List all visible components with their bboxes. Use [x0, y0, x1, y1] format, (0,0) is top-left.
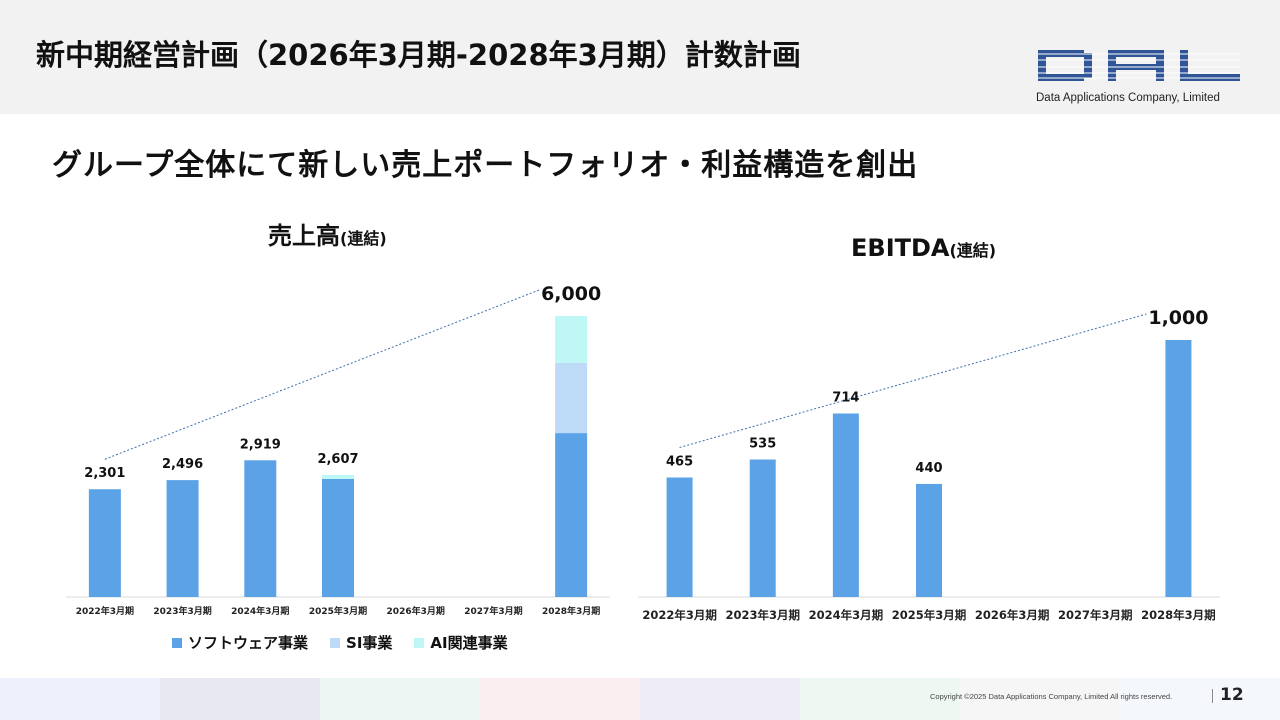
sales-value-label: 2,607 — [317, 452, 358, 467]
sales-chart-title-suffix: (連結) — [340, 229, 387, 248]
ebitda-value-label: 535 — [749, 437, 776, 452]
footer-color-block — [960, 678, 1120, 720]
ebitda-chart-title-suffix: (連結) — [949, 241, 997, 260]
sales-category-label: 2024年3月期 — [231, 605, 289, 617]
ebitda-category-label: 2028年3月期 — [1141, 608, 1216, 622]
sales-category-label: 2028年3月期 — [542, 605, 600, 617]
sales-category-label: 2026年3月期 — [387, 605, 445, 617]
ebitda-category-label: 2025年3月期 — [892, 608, 967, 622]
page-number: 12 — [1220, 685, 1244, 705]
sales-category-label: 2027年3月期 — [464, 605, 522, 617]
ebitda-category-label: 2022年3月期 — [642, 608, 717, 622]
logo-caption: Data Applications Company, Limited — [1036, 92, 1220, 104]
footer-color-block — [1120, 678, 1280, 720]
footer-color-block — [640, 678, 800, 720]
sales-category-label: 2023年3月期 — [153, 605, 211, 617]
ebitda-bar — [916, 483, 942, 597]
sales-bar-segment — [555, 316, 588, 363]
ebitda-category-label: 2026年3月期 — [975, 608, 1050, 622]
footer-band — [0, 678, 1280, 720]
legend-label: ソフトウェア事業 — [188, 634, 309, 652]
ebitda-category-label: 2023年3月期 — [725, 608, 800, 622]
ebitda-value-label: 440 — [915, 461, 942, 476]
sales-trend-line — [104, 289, 540, 460]
ebitda-bar — [666, 477, 693, 597]
ebitda-category-label: 2024年3月期 — [809, 608, 884, 622]
footer-color-block — [800, 678, 960, 720]
legend-item: AI関連事業 — [414, 632, 508, 653]
sales-bar-segment — [322, 478, 354, 597]
ebitda-category-label: 2027年3月期 — [1058, 608, 1133, 622]
sales-bar-segment — [88, 489, 121, 597]
sales-value-label: 2,301 — [84, 466, 125, 481]
footer-color-block — [160, 678, 320, 720]
legend-item: ソフトウェア事業 — [172, 632, 308, 653]
sales-chart-title-main: 売上高 — [268, 222, 340, 250]
ebitda-value-label: 1,000 — [1148, 307, 1208, 329]
page-number-divider — [1212, 689, 1213, 703]
sales-bar-segment — [322, 474, 354, 479]
ebitda-trend-line — [679, 313, 1147, 448]
copyright-text: Copyright ©2025 Data Applications Compan… — [930, 692, 1173, 701]
legend-swatch — [414, 637, 425, 648]
slide-subtitle: グループ全体にて新しい売上ポートフォリオ・利益構造を創出 — [52, 148, 919, 183]
sales-value-label: 6,000 — [541, 283, 601, 305]
sales-value-label: 2,919 — [240, 437, 281, 452]
sales-category-label: 2022年3月期 — [76, 605, 134, 617]
legend-swatch — [172, 637, 182, 648]
sales-value-label: 2,496 — [162, 457, 203, 472]
company-logo — [1038, 50, 1240, 81]
legend-item: SI事業 — [330, 632, 392, 653]
ebitda-value-label: 714 — [832, 391, 859, 406]
ebitda-value-label: 465 — [666, 454, 693, 469]
sales-legend: ソフトウェア事業 SI事業 AI関連事業 — [172, 632, 530, 653]
legend-swatch — [330, 637, 341, 648]
footer-color-block — [480, 678, 640, 720]
sales-bar-segment — [555, 362, 588, 434]
legend-label: AI関連事業 — [430, 634, 508, 652]
sales-bar-segment — [555, 433, 588, 597]
footer-color-block — [320, 678, 480, 720]
footer-color-block — [0, 678, 160, 720]
ebitda-bar — [832, 413, 859, 597]
sales-bar-segment — [244, 460, 277, 597]
legend-label: SI事業 — [346, 634, 393, 652]
page-title: 新中期経営計画（2026年3月期-2028年3月期）計数計画 — [36, 38, 801, 72]
sales-bar-segment — [166, 480, 199, 597]
ebitda-chart-title: EBITDA(連結) — [851, 234, 996, 262]
sales-category-label: 2025年3月期 — [309, 605, 367, 617]
ebitda-bar — [1165, 340, 1192, 597]
ebitda-bar — [749, 459, 776, 597]
sales-chart-title: 売上高(連結) — [268, 216, 387, 251]
ebitda-chart-title-main: EBITDA — [851, 234, 950, 262]
